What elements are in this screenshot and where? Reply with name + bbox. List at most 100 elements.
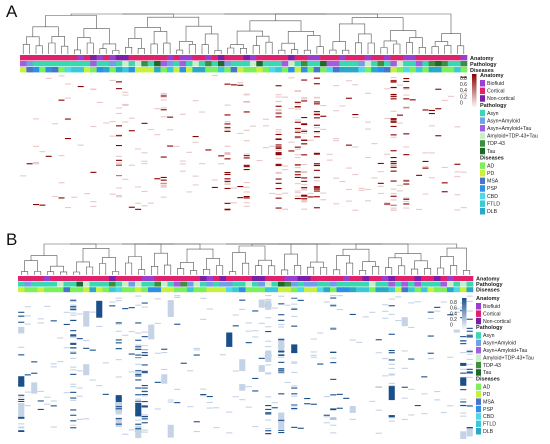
track-cell — [409, 67, 417, 73]
heatmap-cell — [160, 179, 167, 181]
track-cell — [167, 276, 175, 281]
heatmap-cell — [243, 205, 250, 207]
track-cell — [109, 287, 116, 293]
track-cell — [447, 61, 455, 67]
heatmap-cell — [141, 418, 148, 420]
heatmap-cell — [466, 371, 473, 373]
heatmap-cell — [294, 176, 301, 178]
heatmap-cell — [434, 310, 441, 312]
heatmap-cell — [352, 174, 359, 176]
heatmap-cell — [76, 387, 83, 389]
track-cell — [256, 55, 263, 61]
heatmap-cell — [265, 331, 272, 333]
heatmap-cell — [83, 311, 90, 327]
heatmap-cell — [390, 195, 397, 197]
heatmap-cell — [275, 105, 282, 107]
heatmap-cell — [466, 368, 473, 370]
heatmap-cell — [390, 180, 397, 182]
dendrogram-branch — [258, 259, 272, 266]
legend-swatch — [480, 177, 485, 185]
track-cell — [134, 61, 142, 67]
heatmap-cell — [313, 101, 320, 103]
track-cell — [102, 287, 110, 293]
heatmap-cell — [269, 145, 276, 147]
track-cell — [339, 55, 346, 61]
heatmap-cell — [313, 136, 320, 138]
heatmap-cell — [330, 408, 337, 410]
heatmap-cell — [301, 172, 308, 174]
track-cell — [336, 281, 344, 287]
heatmap-cell — [135, 346, 142, 348]
heatmap-cell — [403, 146, 410, 148]
heatmap-cell — [193, 421, 200, 423]
heatmap-cell — [37, 318, 44, 320]
heatmap-cell — [77, 86, 84, 88]
heatmap-cell — [116, 135, 122, 137]
track-cell — [291, 287, 298, 293]
heatmap-cell — [371, 143, 378, 145]
dendrogram-branch — [252, 45, 260, 54]
track-cell — [301, 55, 308, 61]
heatmap-cell — [24, 306, 31, 308]
annotation-track-pathology — [20, 61, 468, 67]
heatmap-cell — [18, 403, 25, 405]
heatmap-cell — [275, 163, 282, 165]
track-cell — [96, 281, 103, 287]
track-cell — [262, 67, 270, 73]
dendrogram-branch — [358, 33, 372, 43]
heatmap-cell — [116, 145, 122, 147]
track-cell — [390, 67, 398, 73]
track-cell — [205, 61, 212, 67]
heatmap-cell — [141, 429, 148, 431]
track-cell — [115, 61, 123, 67]
heatmap-cell — [384, 204, 391, 206]
heatmap-cell — [278, 372, 285, 374]
annotation-track-anatomy — [20, 55, 468, 61]
heatmap-cell — [128, 206, 135, 208]
dendrogram-branch — [147, 16, 200, 28]
track-cell — [186, 67, 193, 73]
heatmap-cell — [301, 98, 308, 100]
heatmap-cell — [135, 354, 142, 356]
legend-item-label: FTLD — [483, 422, 496, 428]
legend-swatch — [480, 87, 485, 95]
heatmap-cell — [395, 320, 402, 322]
heatmap-cell — [358, 187, 365, 189]
dendrogram-branch — [463, 270, 471, 275]
dendrogram-branch — [125, 262, 133, 275]
heatmap-cell — [70, 351, 77, 353]
heatmap-cell — [243, 155, 250, 157]
heatmap-cell — [313, 132, 320, 134]
heatmap-cell — [206, 401, 213, 403]
heatmap-cell — [301, 124, 308, 126]
track-cell — [317, 281, 324, 287]
track-cell — [31, 287, 38, 293]
track-cell — [377, 61, 385, 67]
dendrogram-branch — [457, 45, 465, 54]
heatmap-cell — [70, 299, 77, 301]
track-cell — [160, 61, 168, 67]
heatmap-cell — [349, 418, 356, 420]
heatmap-cell — [141, 390, 148, 392]
track-cell — [310, 281, 318, 287]
track-cell — [154, 287, 162, 293]
heatmap-cell — [160, 109, 167, 111]
heatmap-cell — [278, 324, 285, 326]
heatmap-cell — [265, 326, 272, 328]
column-dendrogram — [21, 243, 471, 275]
legend-swatch — [480, 140, 485, 147]
heatmap-cell — [460, 389, 467, 391]
dendrogram-branch — [431, 46, 439, 54]
heatmap-cell — [375, 409, 382, 411]
heatmap-cell — [243, 196, 250, 198]
track-cell — [218, 67, 225, 73]
track-cell — [24, 287, 32, 293]
heatmap-cell — [243, 101, 250, 103]
heatmap-cell — [434, 391, 441, 393]
track-cell — [364, 67, 372, 73]
heatmap-cell — [58, 197, 65, 199]
track-cell — [336, 276, 344, 281]
heatmap-cell — [174, 296, 181, 298]
heatmap-cell — [265, 300, 272, 310]
heatmap-cell — [460, 412, 467, 414]
